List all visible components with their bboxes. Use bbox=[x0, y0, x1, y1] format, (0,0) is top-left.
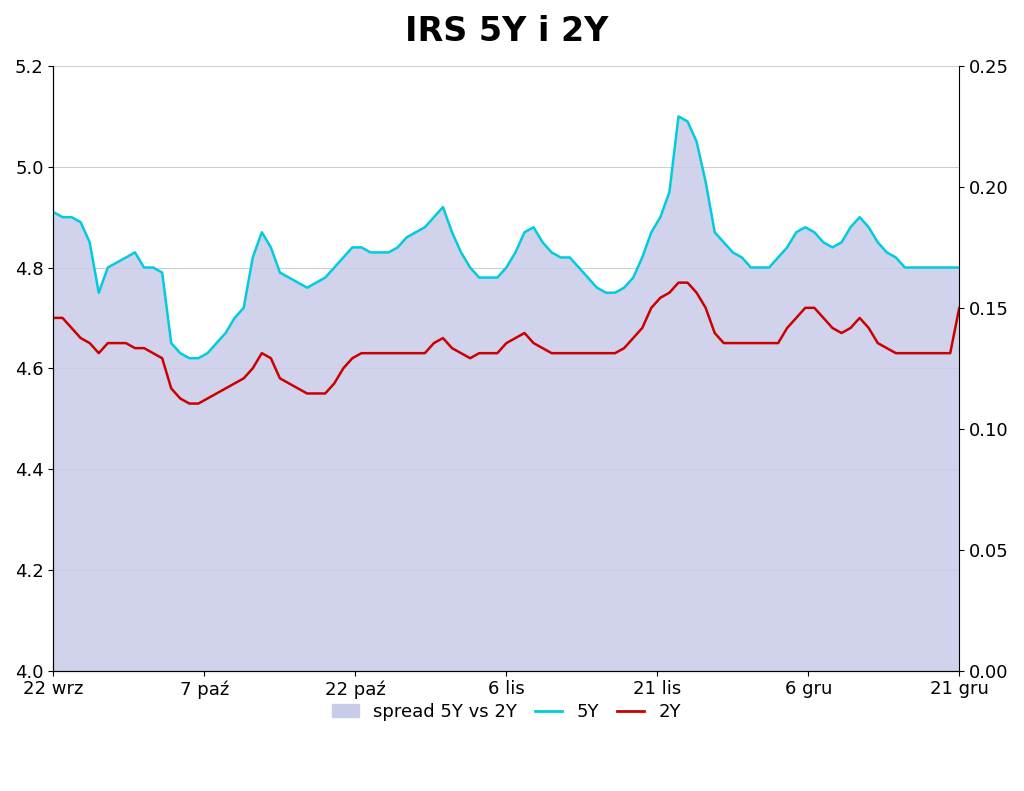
Legend: spread 5Y vs 2Y, 5Y, 2Y: spread 5Y vs 2Y, 5Y, 2Y bbox=[325, 695, 688, 728]
Title: IRS 5Y i 2Y: IRS 5Y i 2Y bbox=[404, 15, 608, 48]
